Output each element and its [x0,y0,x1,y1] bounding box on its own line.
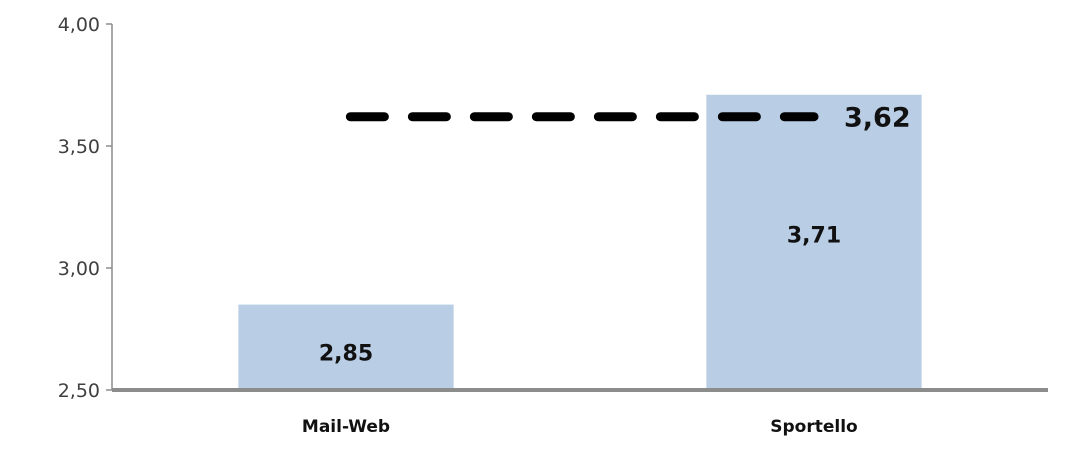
y-tick-label: 3,50 [58,136,100,158]
y-tick-label: 2,50 [58,380,100,402]
x-category-label: Sportello [770,417,857,437]
reference-line-label: 3,62 [844,103,911,134]
x-category-label: Mail-Web [302,417,390,437]
bar-value-label: 2,85 [319,341,373,366]
bar-sportello [706,94,922,390]
bar-mail-web [238,304,454,390]
chart-title-fragment [230,0,870,6]
y-tick-label: 3,00 [58,258,100,280]
bar-value-label: 3,71 [787,223,841,248]
y-tick-label: 4,00 [58,14,100,36]
